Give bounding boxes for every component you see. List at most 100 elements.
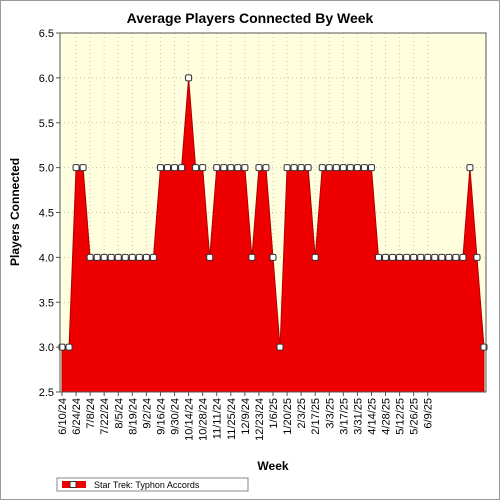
data-point [382, 253, 390, 261]
data-point [220, 164, 228, 172]
data-point [396, 253, 404, 261]
x-tick-label: 6/9/25 [423, 398, 435, 429]
data-point [241, 164, 249, 172]
data-point [128, 253, 136, 261]
data-point [262, 164, 270, 172]
data-point [424, 253, 432, 261]
data-point [192, 164, 200, 172]
x-tick-label: 7/8/24 [85, 398, 97, 429]
x-tick-label: 4/28/25 [381, 398, 393, 435]
data-point [325, 164, 333, 172]
x-tick-label: 5/26/25 [409, 398, 421, 435]
x-tick-label: 2/17/25 [310, 398, 322, 435]
data-point [227, 164, 235, 172]
data-point [445, 253, 453, 261]
data-point [417, 253, 425, 261]
data-point [459, 253, 467, 261]
y-tick-label: 4.0 [39, 252, 54, 264]
x-tick-label: 2/3/25 [296, 398, 308, 429]
data-point [100, 253, 108, 261]
x-tick-label: 8/5/24 [113, 398, 125, 429]
data-point [149, 253, 157, 261]
data-point [339, 164, 347, 172]
data-point [164, 164, 171, 172]
y-tick-label: 6.0 [39, 73, 54, 85]
x-tick-label: 1/6/25 [268, 398, 280, 429]
data-point [389, 253, 397, 261]
x-tick-label: 3/31/25 [352, 398, 364, 435]
y-axis-title: Players Connected [8, 158, 22, 266]
x-tick-label: 10/14/24 [184, 398, 196, 441]
data-point [107, 253, 115, 261]
data-point [360, 164, 368, 172]
y-axis: 2.5 3.0 3.5 4.0 4.5 5.0 5.5 6.0 6.5 [39, 28, 60, 399]
data-point [269, 253, 277, 261]
data-point [156, 164, 164, 172]
y-tick-label: 5.5 [39, 118, 54, 130]
data-point [473, 253, 481, 261]
legend-label: Star Trek: Typhon Accords [94, 480, 200, 490]
x-tick-label: 6/10/24 [57, 398, 69, 435]
data-point [72, 164, 80, 172]
data-point [311, 253, 319, 261]
chart-title: Average Players Connected By Week [127, 10, 374, 26]
x-axis: 6/10/24 6/24/24 7/8/24 7/22/24 8/5/24 8/19/24… [57, 392, 435, 441]
data-point [410, 253, 418, 261]
data-point [248, 253, 256, 261]
legend-marker [69, 481, 77, 488]
data-point [171, 164, 179, 172]
data-point [466, 164, 474, 172]
data-point [142, 253, 150, 261]
x-tick-label: 9/2/24 [141, 398, 153, 429]
series-markers [58, 74, 488, 351]
data-point [65, 343, 73, 351]
data-point [297, 164, 305, 172]
data-point [86, 253, 94, 261]
legend: Star Trek: Typhon Accords [56, 477, 249, 492]
y-tick-label: 5.0 [39, 163, 54, 175]
y-tick-label: 2.5 [39, 387, 54, 399]
x-tick-label: 7/22/24 [99, 398, 111, 435]
x-tick-label: 3/3/25 [324, 398, 336, 429]
y-tick-label: 3.0 [39, 342, 54, 354]
x-tick-label: 12/9/24 [240, 398, 252, 435]
x-tick-label: 12/23/24 [254, 398, 266, 441]
data-point [375, 253, 382, 261]
data-point [79, 164, 87, 172]
data-point [178, 164, 186, 172]
y-tick-label: 6.5 [39, 28, 54, 40]
x-tick-label: 11/25/24 [226, 398, 238, 440]
x-tick-label: 6/24/24 [71, 398, 83, 435]
data-point [199, 164, 207, 172]
data-point [234, 164, 242, 172]
data-point [452, 253, 460, 261]
data-point [276, 343, 284, 351]
data-point [318, 164, 326, 172]
data-point [346, 164, 354, 172]
data-point [438, 253, 446, 261]
x-tick-label: 9/16/24 [155, 398, 167, 435]
series-area [61, 77, 485, 393]
data-point [367, 164, 375, 172]
y-tick-label: 3.5 [39, 297, 54, 309]
data-point [255, 164, 263, 172]
x-axis-title: Week [257, 459, 288, 473]
data-point [93, 253, 101, 261]
data-point [206, 253, 214, 261]
data-point [114, 253, 122, 261]
x-tick-label: 9/30/24 [170, 398, 182, 435]
data-point [403, 253, 411, 261]
data-point [121, 253, 129, 261]
x-tick-label: 3/17/25 [338, 398, 350, 435]
data-point [283, 164, 291, 172]
y-tick-label: 4.5 [39, 208, 54, 220]
x-tick-label: 11/11/24 [212, 398, 224, 439]
data-point [290, 164, 298, 172]
data-point [332, 164, 340, 172]
data-point [304, 164, 312, 172]
x-tick-label: 10/28/24 [198, 398, 210, 441]
data-point [353, 164, 361, 172]
legend-box [56, 477, 249, 492]
x-tick-label: 5/12/25 [395, 398, 407, 435]
